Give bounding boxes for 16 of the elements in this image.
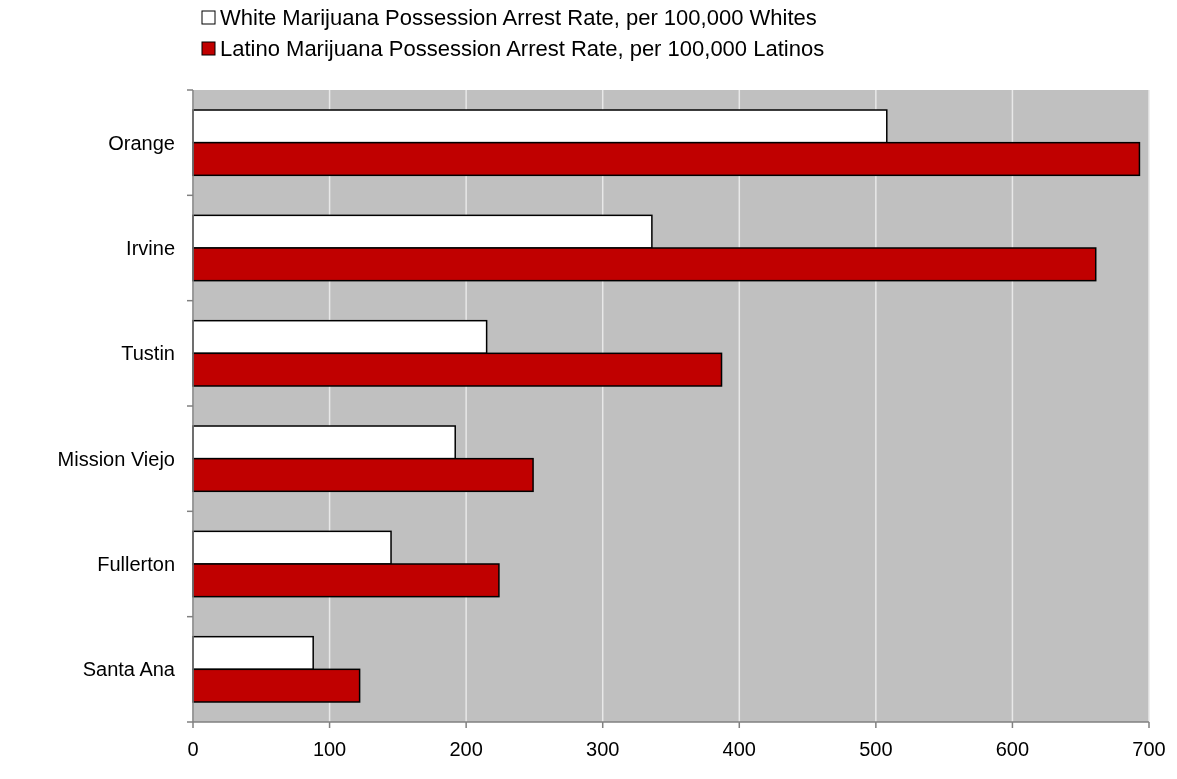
x-tick-label: 300: [586, 738, 620, 760]
legend-label: White Marijuana Possession Arrest Rate, per 100,000 Whites: [220, 5, 817, 30]
x-tick-label: 100: [312, 738, 347, 760]
y-tick-label: Santa Ana: [82, 658, 176, 681]
x-tick-label: 500: [859, 738, 893, 760]
y-tick-label: Tustin: [121, 342, 175, 365]
x-tick-label: 700: [1132, 738, 1166, 760]
x-tick-label: 600: [995, 738, 1030, 760]
y-tick-label: Mission Viejo: [57, 447, 175, 470]
y-tick-label: Irvine: [126, 237, 175, 259]
x-tick-label: 400: [722, 738, 756, 760]
y-tick-label: Orange: [108, 131, 175, 154]
y-tick-label: Fullerton: [97, 553, 175, 575]
x-tick-label: 0: [187, 738, 199, 760]
legend-label: Latino Marijuana Possession Arrest Rate, per 100,000 Latinos: [220, 36, 825, 61]
x-tick-label: 200: [449, 738, 483, 760]
